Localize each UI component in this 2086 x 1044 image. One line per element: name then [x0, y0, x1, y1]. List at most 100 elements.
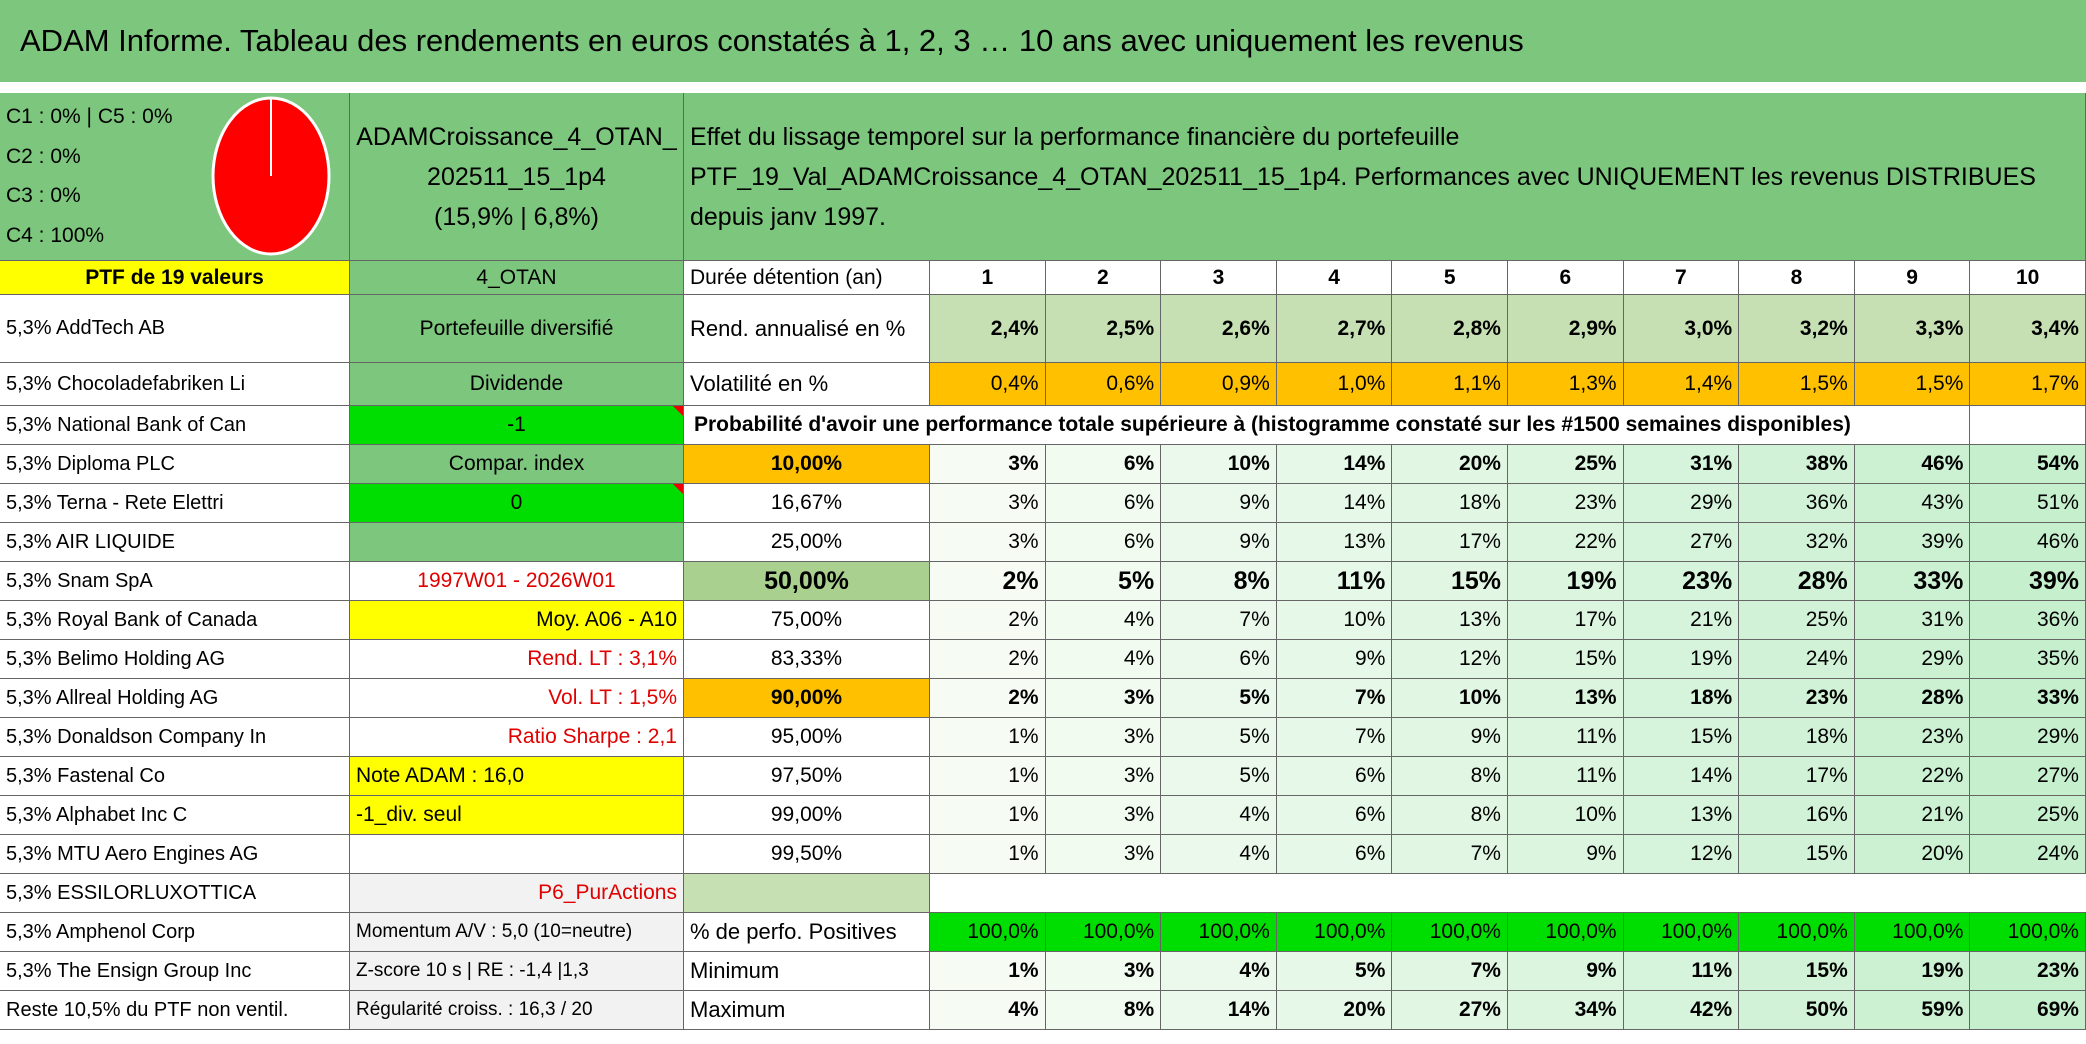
positives-value: 100,0% — [1970, 913, 2086, 952]
threshold: 10,00% — [684, 445, 930, 484]
holding: 5,3% ESSILORLUXOTTICA — [0, 874, 350, 913]
holding: 5,3% Alphabet Inc C — [0, 796, 350, 835]
year-header: 2 — [1045, 261, 1162, 295]
holding: 5,3% Royal Bank of Canada — [0, 601, 350, 640]
probability-value: 4% — [1161, 835, 1277, 874]
probability-value: 14% — [1276, 484, 1393, 523]
yield-value: 2,9% — [1508, 295, 1624, 363]
info-cell: Rend. LT : 3,1% — [350, 640, 684, 679]
threshold: 83,33% — [684, 640, 930, 679]
year-header: 7 — [1623, 261, 1740, 295]
holding: 5,3% Terna - Rete Elettri — [0, 484, 350, 523]
probability-value: 2% — [930, 679, 1046, 718]
probability-value: 7% — [1392, 835, 1508, 874]
probability-value: 32% — [1739, 523, 1855, 562]
probability-value: 19% — [1508, 562, 1624, 601]
info-cell: Dividende — [350, 363, 684, 406]
holding: 5,3% Donaldson Company In — [0, 718, 350, 757]
probability-value: 6% — [1276, 757, 1393, 796]
probability-value: 1% — [930, 796, 1046, 835]
minimum-value: 19% — [1854, 952, 1971, 991]
probability-value: 29% — [1970, 718, 2086, 757]
probability-value: 38% — [1739, 445, 1855, 484]
probability-value: 36% — [1970, 601, 2086, 640]
minimum-value: 23% — [1970, 952, 2086, 991]
maximum-value: 50% — [1739, 991, 1855, 1030]
probability-value: 25% — [1739, 601, 1855, 640]
holding: 5,3% Fastenal Co — [0, 757, 350, 796]
probability-value: 6% — [1045, 523, 1162, 562]
threshold: 25,00% — [684, 523, 930, 562]
comment-marker — [673, 406, 683, 416]
yield-value: 3,3% — [1854, 295, 1971, 363]
portfolio-stats: (15,9% | 6,8%) — [434, 202, 599, 231]
probability-value: 33% — [1970, 679, 2086, 718]
probability-value: 19% — [1623, 640, 1740, 679]
strategy: 4_OTAN — [350, 261, 684, 295]
holding: 5,3% Chocoladefabriken Li — [0, 363, 350, 406]
positives-value: 100,0% — [1623, 913, 1740, 952]
minimum-value: 5% — [1276, 952, 1393, 991]
probability-title: Probabilité d'avoir une performance tota… — [684, 406, 1971, 445]
probability-value: 8% — [1392, 757, 1508, 796]
volatility-value: 1,3% — [1508, 363, 1624, 406]
probability-value: 5% — [1161, 679, 1277, 718]
info-cell: Compar. index — [350, 445, 684, 484]
probability-value: 3% — [930, 484, 1046, 523]
yield-value: 2,8% — [1392, 295, 1508, 363]
ptf-label: PTF de 19 valeurs — [0, 261, 350, 295]
holding: 5,3% Belimo Holding AG — [0, 640, 350, 679]
holding: 5,3% Allreal Holding AG — [0, 679, 350, 718]
holding: 5,3% National Bank of Can — [0, 406, 350, 445]
positives-value: 100,0% — [1045, 913, 1162, 952]
portfolio-name: ADAMCroissance_4_OTAN_202511_15_1p4 — [356, 122, 677, 191]
threshold: 16,67% — [684, 484, 930, 523]
allocation: C4 : 100% — [6, 224, 105, 248]
year-header: 9 — [1854, 261, 1971, 295]
probability-value: 9% — [1508, 835, 1624, 874]
positives-value: 100,0% — [1854, 913, 1971, 952]
probability-value: 33% — [1854, 562, 1971, 601]
holding: 5,3% Amphenol Corp — [0, 913, 350, 952]
maximum-value: 42% — [1623, 991, 1740, 1030]
yield-label: Rend. annualisé en % — [684, 295, 930, 363]
minimum-value: 4% — [1161, 952, 1277, 991]
holding: 5,3% The Ensign Group Inc — [0, 952, 350, 991]
year-header: 5 — [1392, 261, 1508, 295]
volatility-value: 1,5% — [1854, 363, 1971, 406]
probability-value: 43% — [1854, 484, 1971, 523]
probability-value: 24% — [1739, 640, 1855, 679]
probability-value: 7% — [1161, 601, 1277, 640]
yield-value: 3,2% — [1739, 295, 1855, 363]
probability-value: 13% — [1276, 523, 1393, 562]
positives-value: 100,0% — [1739, 913, 1855, 952]
probability-value: 6% — [1276, 835, 1393, 874]
threshold: 90,00% — [684, 679, 930, 718]
probability-value: 39% — [1854, 523, 1971, 562]
probability-value: 29% — [1623, 484, 1740, 523]
probability-value: 13% — [1508, 679, 1624, 718]
maximum-value: 34% — [1508, 991, 1624, 1030]
probability-value: 9% — [1392, 718, 1508, 757]
yield-value: 2,7% — [1276, 295, 1393, 363]
info-cell: P6_PurActions — [350, 874, 684, 913]
holding: Reste 10,5% du PTF non ventil. — [0, 991, 350, 1030]
minimum-value: 7% — [1392, 952, 1508, 991]
info-cell — [350, 835, 684, 874]
probability-value: 6% — [1045, 484, 1162, 523]
info-cell: -1_div. seul — [350, 796, 684, 835]
description: Effet du lissage temporel sur la perform… — [684, 93, 2086, 261]
probability-value: 2% — [930, 601, 1046, 640]
probability-value: 25% — [1970, 796, 2086, 835]
probability-value: 16% — [1739, 796, 1855, 835]
probability-value: 28% — [1739, 562, 1855, 601]
probability-value: 22% — [1854, 757, 1971, 796]
probability-value: 15% — [1508, 640, 1624, 679]
probability-value: 31% — [1623, 445, 1740, 484]
probability-value: 35% — [1970, 640, 2086, 679]
probability-value: 17% — [1392, 523, 1508, 562]
probability-value: 1% — [930, 835, 1046, 874]
threshold: 99,00% — [684, 796, 930, 835]
empty-cell — [684, 874, 930, 913]
volatility-value: 1,7% — [1970, 363, 2086, 406]
